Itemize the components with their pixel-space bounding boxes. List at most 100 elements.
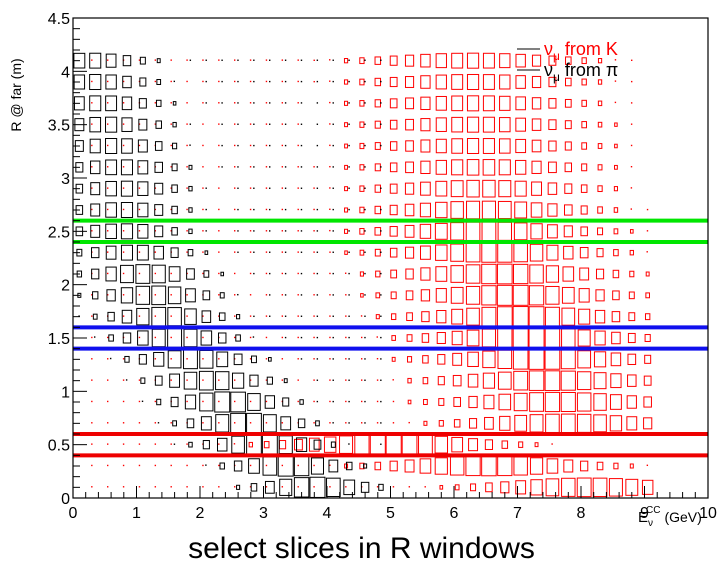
bin-dot	[218, 187, 220, 189]
bin-box	[389, 76, 398, 88]
bin-dot	[218, 400, 220, 403]
bin-dot	[348, 208, 350, 211]
bin-box	[170, 396, 179, 408]
bin-box	[468, 395, 478, 409]
bin-dot	[107, 464, 109, 467]
bin-box	[482, 179, 496, 198]
bin-dot	[281, 358, 284, 360]
bin-box	[404, 203, 415, 217]
bin-dot	[300, 336, 303, 339]
bin-dot	[170, 443, 172, 445]
bin-dot	[218, 443, 220, 445]
bin-box	[217, 437, 228, 452]
bin-box	[579, 267, 590, 281]
x-tick-label: 5	[386, 505, 395, 522]
bin-box	[219, 292, 225, 299]
bin-box	[435, 74, 447, 90]
bin-dot	[138, 443, 141, 445]
bin-box	[344, 186, 349, 192]
bin-box	[391, 335, 396, 341]
bin-box	[597, 206, 603, 214]
bin-dot	[186, 123, 188, 125]
bin-box	[560, 413, 576, 434]
bin-dot	[316, 315, 319, 317]
bin-box	[496, 284, 513, 306]
bin-dot	[265, 358, 268, 360]
bin-box	[121, 117, 133, 132]
bin-dot	[348, 80, 350, 83]
bin-box	[359, 142, 365, 150]
bin-box	[498, 159, 511, 176]
bin-box	[439, 485, 444, 490]
bin-box	[389, 119, 398, 130]
bin-box	[597, 227, 604, 236]
bin-dot	[265, 144, 268, 147]
bin-dot	[154, 80, 157, 83]
bin-dot	[249, 486, 252, 488]
bin-box	[231, 372, 245, 389]
bin-box	[597, 58, 603, 64]
bin-dot	[107, 123, 109, 125]
bin-box	[563, 245, 574, 260]
y-tick-label: 1.5	[48, 331, 70, 348]
bin-dot	[202, 272, 204, 275]
bin-dot	[348, 294, 350, 296]
bin-box	[466, 138, 480, 154]
bin-box	[89, 52, 102, 69]
bin-dot	[269, 187, 271, 189]
bin-dot	[364, 144, 366, 147]
bin-box	[105, 138, 118, 154]
bin-box	[200, 330, 213, 346]
bin-dot	[380, 251, 382, 253]
bin-box	[450, 286, 464, 304]
bin-box	[451, 74, 464, 90]
bin-dot	[221, 166, 223, 168]
bin-dot	[265, 315, 268, 317]
bin-dot	[265, 187, 268, 189]
bin-box	[499, 74, 511, 90]
bin-dot	[300, 123, 303, 125]
bin-dot	[300, 166, 303, 168]
bin-box	[497, 327, 513, 349]
bin-box	[579, 247, 589, 259]
bin-box	[156, 58, 161, 64]
bin-dot	[91, 166, 93, 168]
bin-dot	[265, 102, 268, 104]
bin-box	[404, 76, 415, 88]
bin-dot	[122, 464, 125, 467]
bin-dot	[253, 315, 255, 318]
bin-dot	[332, 336, 334, 339]
bin-box	[580, 184, 588, 193]
bin-dot	[316, 272, 319, 275]
bin-box	[151, 285, 167, 306]
bin-dot	[218, 230, 220, 232]
bin-dot	[380, 400, 382, 403]
bin-dot	[269, 294, 271, 296]
bin-dot	[91, 464, 93, 467]
bin-box	[344, 122, 349, 128]
bin-dot	[138, 486, 141, 488]
bin-dot	[170, 464, 172, 467]
bin-dot	[265, 422, 268, 424]
bin-dot	[281, 464, 284, 467]
bin-dot	[265, 251, 268, 253]
bin-dot	[138, 379, 141, 381]
bin-dot	[186, 187, 188, 189]
bin-dot	[170, 144, 172, 147]
bin-box	[515, 96, 526, 111]
bin-dot	[332, 166, 334, 168]
bin-dot	[186, 208, 188, 211]
bin-dot	[361, 358, 363, 360]
bin-box	[515, 138, 527, 154]
bin-box	[154, 161, 163, 173]
bin-box	[105, 266, 117, 282]
bin-dot	[154, 358, 157, 360]
bin-dot	[221, 123, 223, 125]
bin-dot	[360, 315, 363, 317]
bin-box	[343, 58, 349, 64]
bin-box	[360, 293, 364, 298]
bin-dot	[281, 379, 284, 381]
bin-box	[105, 159, 118, 176]
bin-dot	[408, 421, 410, 424]
bin-box	[481, 263, 497, 285]
